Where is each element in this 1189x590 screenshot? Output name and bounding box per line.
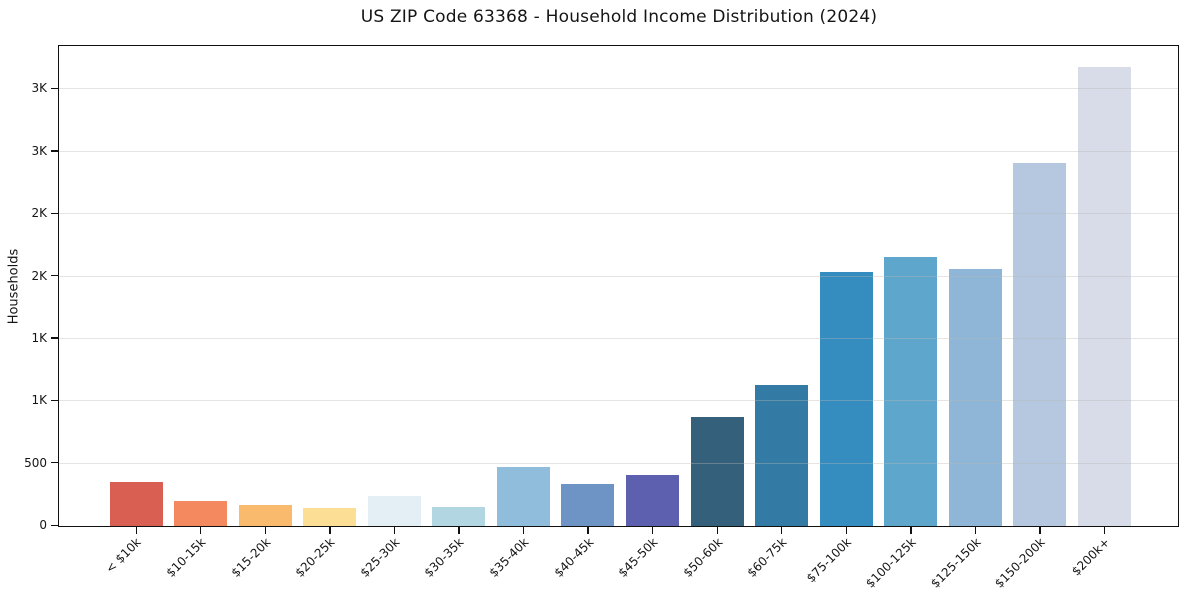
x-tick-label: $150-200k — [992, 535, 1048, 590]
x-tick-label: $60-75k — [744, 535, 790, 580]
bar--20-25k — [303, 507, 357, 526]
y-axis-label: Households — [6, 248, 22, 325]
plot-area: 0 500 1K 1K 2K 2K 3K 3K < $10k $10-15k $15-20k $20-… — [24, 45, 1179, 590]
y-gridline — [59, 88, 1178, 90]
x-tick-label: $45-50k — [615, 535, 661, 580]
y-gridline — [59, 400, 1178, 402]
y-tick-label: 2K — [31, 268, 47, 283]
bar--100-125k — [884, 256, 938, 526]
x-tick-mark — [264, 527, 266, 534]
x-tick-mark — [716, 527, 718, 534]
bar--125-150k — [948, 269, 1002, 526]
bar--150-200k — [1013, 163, 1067, 526]
bar--25-30k — [367, 496, 421, 526]
x-tick-mark — [329, 527, 331, 534]
x-tick-mark — [1104, 527, 1106, 534]
x-tick-mark — [1039, 527, 1041, 534]
x-tick-label: $35-40k — [486, 535, 532, 580]
y-gridline — [59, 337, 1178, 339]
bar--50-60k — [690, 417, 744, 526]
y-gridline — [59, 213, 1178, 215]
x-tick-mark — [652, 527, 654, 534]
x-tick-label: $40-45k — [551, 535, 596, 580]
x-tick-mark — [522, 527, 525, 534]
x-tick-mark — [200, 527, 202, 534]
y-tick-label: 0 — [39, 518, 47, 532]
chart-title: US ZIP Code 63368 - Household Income Dis… — [360, 7, 878, 27]
x-tick-mark — [845, 527, 848, 534]
x-tick-label: < $10k — [103, 535, 144, 576]
y-tick-mark — [51, 275, 58, 277]
x-tick-mark — [458, 527, 460, 534]
y-tick-label: 3K — [31, 143, 47, 158]
y-tick-mark — [51, 87, 58, 90]
bar--30-35k — [432, 506, 486, 526]
bar--10-15k — [174, 501, 228, 526]
x-tick-label: $10-15k — [163, 535, 209, 580]
bar--45-50k — [626, 474, 680, 526]
x-tick-label: $100-125k — [863, 535, 919, 590]
x-tick-label: $125-150k — [927, 535, 984, 590]
x-tick-label: $30-35k — [421, 535, 467, 580]
y-tick-mark — [51, 212, 58, 214]
y-tick-label: 500 — [24, 455, 47, 470]
x-tick-mark — [587, 527, 589, 534]
x-tick-mark — [781, 527, 783, 534]
bar--75-100k — [819, 271, 873, 526]
bar--35-40k — [496, 467, 550, 526]
bar--40-45k — [561, 484, 615, 526]
bar--60-75k — [755, 385, 809, 526]
bar--15-20k — [238, 504, 292, 526]
y-gridline — [59, 275, 1178, 277]
x-tick-label: $15-20k — [228, 535, 274, 580]
x-tick-mark — [135, 527, 137, 534]
y-tick-mark — [51, 399, 58, 402]
bar--200k+ — [1078, 66, 1132, 526]
x-tick-label: $75-100k — [803, 535, 855, 586]
x-tick-label: $25-30k — [357, 535, 403, 580]
x-tick-label: $20-25k — [292, 535, 338, 580]
x-tick-label: $50-60k — [680, 535, 726, 580]
bar--10k — [109, 482, 163, 526]
y-tick-mark — [51, 462, 58, 464]
x-tick-label: $200k+ — [1068, 535, 1113, 579]
y-tick-label: 1K — [31, 393, 47, 408]
x-tick-mark — [974, 527, 977, 534]
y-tick-mark — [51, 337, 58, 339]
y-tick-mark — [51, 524, 58, 526]
x-tick-mark — [393, 527, 396, 534]
y-tick-mark — [51, 150, 58, 152]
y-gridline — [59, 150, 1178, 152]
x-tick-mark — [910, 527, 912, 534]
y-tick-label: 1K — [31, 330, 47, 345]
y-tick-label: 3K — [31, 81, 47, 96]
y-gridline — [59, 462, 1178, 464]
y-tick-label: 2K — [31, 206, 47, 221]
